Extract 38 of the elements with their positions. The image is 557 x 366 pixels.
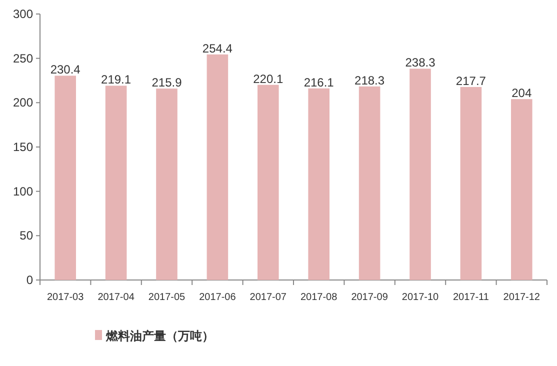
x-tick-label: 2017-12 xyxy=(503,292,540,303)
data-label: 230.4 xyxy=(50,62,81,77)
data-label: 217.7 xyxy=(456,74,486,88)
x-tick-label: 2017-10 xyxy=(402,292,440,303)
data-label: 254.4 xyxy=(202,41,233,56)
bar xyxy=(105,86,127,280)
x-tick-label: 2017-09 xyxy=(351,292,388,303)
y-tick-label: 150 xyxy=(12,140,34,154)
x-tick-label: 2017-03 xyxy=(47,292,84,303)
data-label: 215.9 xyxy=(152,76,182,90)
data-label: 238.3 xyxy=(405,56,436,70)
bar xyxy=(460,86,482,280)
y-tick-label: 250 xyxy=(12,51,34,66)
data-label: 220.1 xyxy=(253,72,284,86)
bar xyxy=(511,99,532,280)
bar xyxy=(308,88,330,280)
y-tick-label: 100 xyxy=(12,184,34,198)
bar xyxy=(258,84,279,280)
legend-label: 燃料油产量（万吨） xyxy=(105,329,214,343)
y-tick-label: 0 xyxy=(26,273,34,287)
x-tick-label: 2017-04 xyxy=(98,292,135,303)
y-tick-label: 50 xyxy=(20,228,34,243)
x-tick-label: 2017-06 xyxy=(199,292,236,303)
data-label: 218.3 xyxy=(354,73,385,88)
x-tick-label: 2017-05 xyxy=(148,292,186,303)
x-tick-label: 2017-08 xyxy=(300,292,338,303)
x-tick-label: 2017-07 xyxy=(250,292,287,303)
bar xyxy=(206,54,228,280)
bar xyxy=(156,88,178,280)
data-label: 216.1 xyxy=(304,75,334,90)
data-label: 204 xyxy=(512,86,532,100)
bar xyxy=(54,76,76,280)
data-label: 219.1 xyxy=(101,72,132,87)
y-tick-label: 300 xyxy=(12,7,34,21)
y-tick-label: 200 xyxy=(12,96,34,110)
bar xyxy=(410,68,431,280)
bar xyxy=(358,86,380,280)
x-tick-label: 2017-11 xyxy=(452,292,490,303)
